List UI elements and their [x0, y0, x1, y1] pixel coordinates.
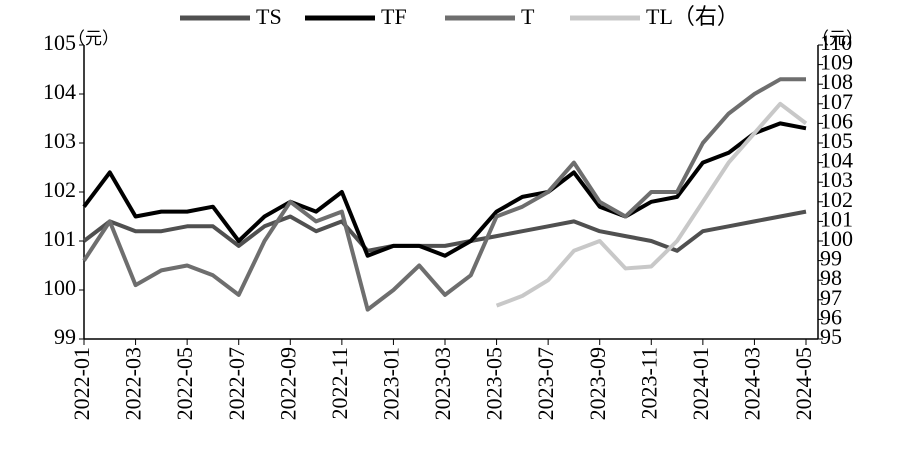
series-line: [82, 77, 806, 312]
y2-tick-label: 110: [820, 30, 852, 55]
y-unit: （元）: [68, 29, 119, 48]
legend-label: TS: [256, 4, 282, 29]
x-tick-label: 2023-09: [585, 347, 610, 420]
y-tick-label: 104: [43, 79, 76, 104]
x-tick-label: 2022-01: [69, 347, 94, 420]
y2-tick-label: 103: [820, 167, 853, 192]
y-tick-label: 99: [54, 324, 76, 349]
y2-tick-label: 100: [820, 226, 853, 251]
y2-tick-label: 97: [820, 285, 842, 310]
y2-tick-label: 106: [820, 108, 853, 133]
x-tick-label: 2023-03: [430, 347, 455, 420]
y2-tick-label: 105: [820, 128, 853, 153]
y2-unit: （元）: [812, 29, 863, 48]
x-tick-label: 2023-05: [482, 347, 507, 420]
y2-tick-label: 98: [820, 265, 842, 290]
y-tick-label: 103: [43, 128, 76, 153]
series-line: [82, 209, 807, 253]
x-tick-label: 2023-07: [533, 347, 558, 420]
x-tick-label: 2022-03: [121, 347, 146, 420]
x-tick-label: 2023-11: [636, 347, 661, 420]
series-line: [82, 121, 807, 258]
y2-tick-label: 102: [820, 187, 853, 212]
y2-tick-label: 107: [820, 89, 853, 114]
x-tick-label: 2022-11: [327, 347, 352, 420]
x-tick-label: 2022-07: [224, 347, 249, 420]
y2-tick-label: 99: [820, 246, 842, 271]
y2-tick-label: 108: [820, 69, 853, 94]
x-tick-label: 2024-01: [688, 347, 713, 420]
y2-tick-label: 104: [820, 148, 853, 173]
y-tick-label: 101: [43, 226, 76, 251]
x-tick-label: 2024-05: [791, 347, 816, 420]
x-tick-label: 2024-03: [739, 347, 764, 420]
y2-tick-label: 109: [820, 50, 853, 75]
y-tick-label: 102: [43, 177, 76, 202]
y-tick-label: 105: [43, 30, 76, 55]
legend-label: TL（右）: [646, 4, 739, 29]
y2-tick-label: 95: [820, 324, 842, 349]
x-tick-label: 2022-09: [275, 347, 300, 420]
y2-tick-label: 101: [820, 206, 853, 231]
y2-tick-label: 96: [820, 304, 842, 329]
legend-label: T: [521, 4, 535, 29]
x-tick-label: 2023-01: [378, 347, 403, 420]
y-tick-label: 100: [43, 275, 76, 300]
legend-label: TF: [381, 4, 407, 29]
series-line: [495, 101, 808, 308]
x-tick-label: 2022-05: [172, 347, 197, 420]
